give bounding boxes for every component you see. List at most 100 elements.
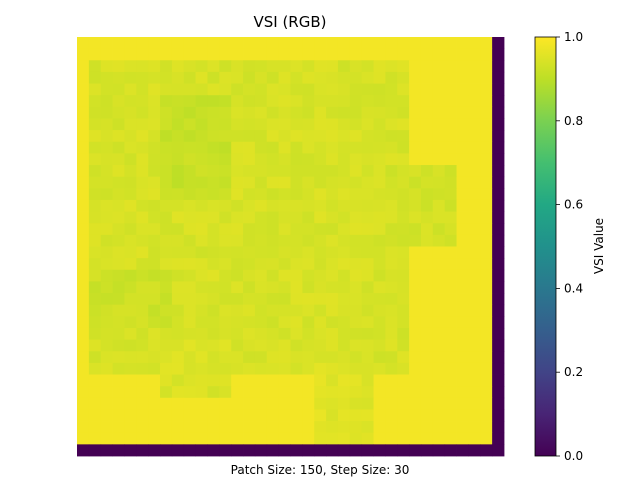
heatmap-cell [100,199,113,212]
heatmap-cell [254,130,268,143]
heatmap-cell [207,339,220,352]
heatmap-cell [219,409,232,422]
heatmap-cell [326,211,339,224]
heatmap-cell [136,223,149,236]
heatmap-cell [77,234,90,247]
heatmap-cell [444,71,457,84]
heatmap-cell [349,130,363,143]
heatmap-cell [219,176,232,189]
heatmap-cell [195,199,208,212]
heatmap-cell [385,397,398,410]
heatmap-cell [444,223,457,236]
heatmap-cell [314,211,327,224]
heatmap-cell [207,188,220,201]
heatmap-cell [409,397,422,410]
heatmap-cell [160,165,173,178]
heatmap-cell [77,281,90,294]
heatmap-cell [207,48,220,61]
heatmap-cell [124,327,137,341]
heatmap-cell [219,293,232,306]
heatmap-cell [100,176,113,189]
heatmap-cell [290,351,303,364]
heatmap-cell [243,409,256,422]
heatmap-cell [148,386,161,399]
heatmap-cell [136,60,149,73]
heatmap-cell [243,386,256,399]
heatmap-cell [420,130,434,143]
heatmap-cell [124,246,137,259]
heatmap-cell [278,60,291,73]
heatmap-cell [278,281,291,294]
colorbar-border [534,36,557,457]
heatmap-cell [409,281,422,294]
heatmap-cell [136,176,149,189]
heatmap-cell [456,95,469,108]
heatmap-cell [148,246,161,259]
heatmap-cell [444,211,457,224]
heatmap-cell [254,83,268,96]
heatmap-cell [124,37,137,50]
heatmap-cell [171,95,185,108]
heatmap-cell [243,165,256,178]
heatmap-cell [444,362,457,375]
heatmap-cell [88,60,102,73]
heatmap-cell [456,339,469,352]
heatmap-cell [326,362,339,375]
heatmap-cell [349,106,363,119]
heatmap-cell [349,281,363,294]
heatmap-cell [349,141,363,154]
heatmap-cell [207,118,220,131]
heatmap-cell [231,37,244,50]
heatmap-cell [254,141,268,154]
heatmap-cell [468,176,481,189]
heatmap-cell [302,118,315,131]
heatmap-cell [290,234,303,247]
heatmap-cell [314,188,327,201]
heatmap-cell [112,269,125,282]
heatmap-cell [219,281,232,294]
heatmap-cell [243,293,256,306]
heatmap-cell [456,432,469,445]
heatmap-cell [290,269,303,282]
heatmap-cell [112,258,125,271]
heatmap-cell [314,386,327,399]
heatmap-cell [254,199,268,212]
heatmap-cell [420,153,434,166]
heatmap-cell [385,293,398,306]
heatmap-cell [385,83,398,96]
heatmap-cell [349,60,363,73]
heatmap-cell [432,258,446,271]
heatmap-cell [88,95,102,108]
heatmap-cell [314,281,327,294]
heatmap-cell [88,199,102,212]
heatmap-cell [349,258,363,271]
heatmap-cell [397,269,410,282]
heatmap-cell [112,374,125,387]
heatmap-cell [420,304,434,317]
heatmap-cell [290,37,303,50]
heatmap-cell [492,374,505,387]
heatmap-cell [492,48,505,61]
heatmap-cell [136,351,149,364]
heatmap-cell [231,293,244,306]
heatmap-cell [480,432,493,445]
heatmap-cell [77,374,90,387]
heatmap-cell [171,351,185,364]
heatmap-cell [480,444,493,457]
heatmap-cell [183,141,197,154]
heatmap-cell [148,362,161,375]
heatmap-cell [468,397,481,410]
heatmap-cell [88,176,102,189]
heatmap-cell [243,327,256,341]
heatmap-cell [183,188,197,201]
heatmap-cell [183,258,197,271]
heatmap-cell [183,130,197,143]
heatmap-cell [88,444,102,457]
heatmap-cell [349,188,363,201]
heatmap-cell [124,83,137,96]
heatmap-cell [124,304,137,317]
heatmap-cell [290,118,303,131]
x-axis-label: Patch Size: 150, Step Size: 30 [231,463,410,477]
heatmap-cell [195,432,208,445]
heatmap-cell [468,199,481,212]
